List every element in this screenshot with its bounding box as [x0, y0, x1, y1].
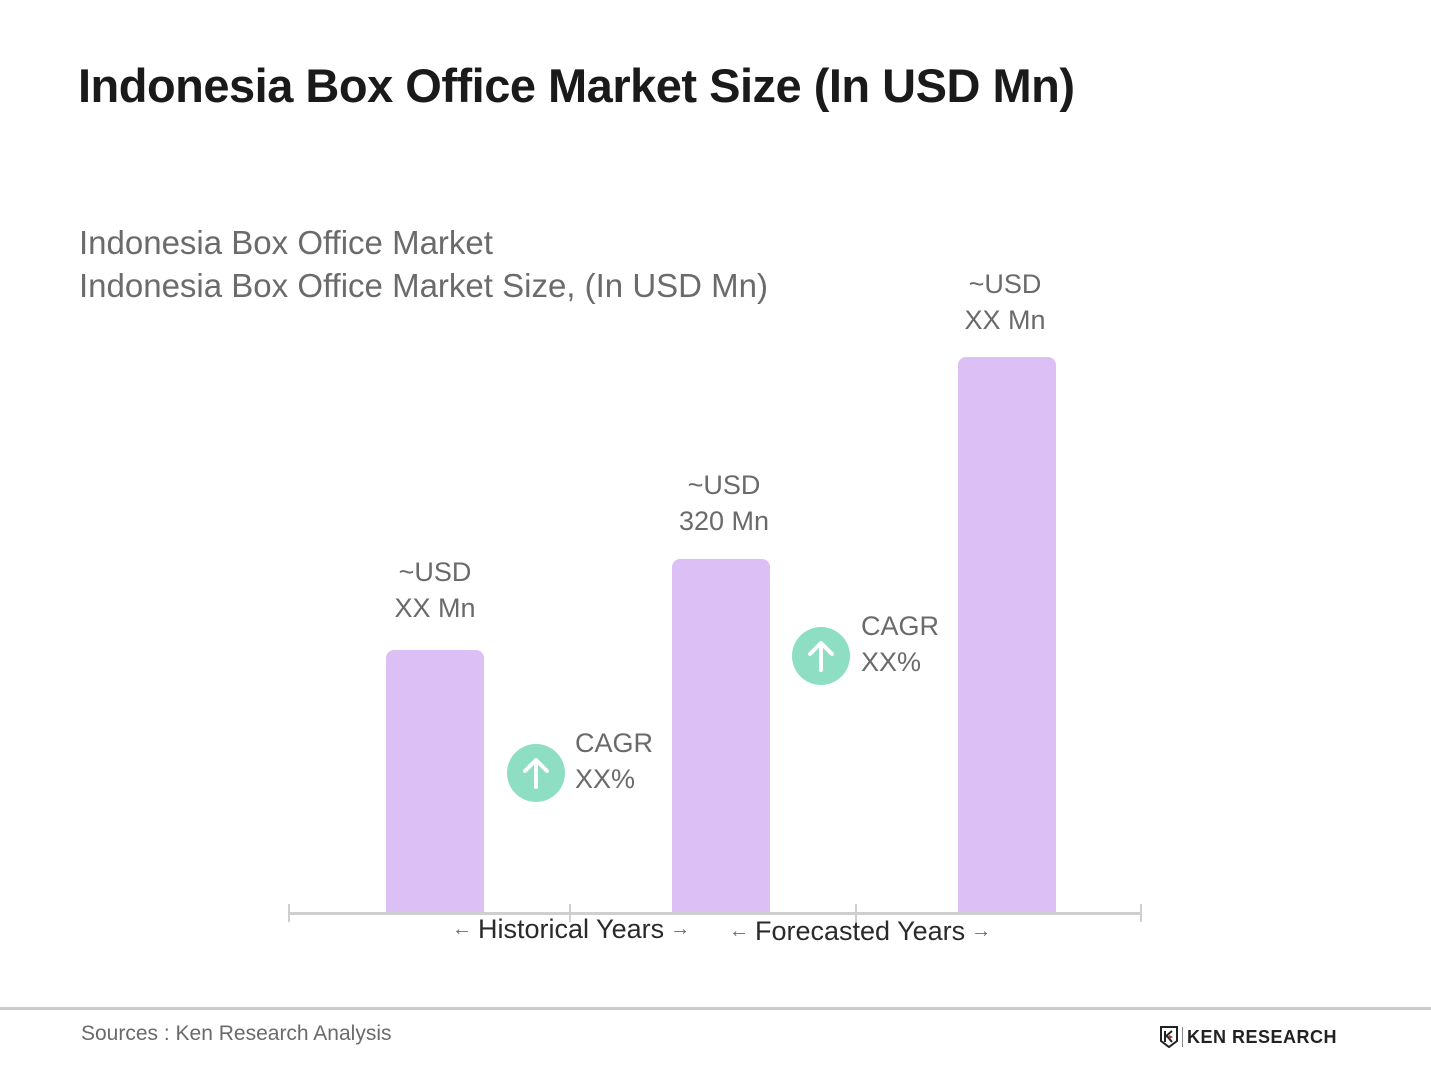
- cagr-title: CAGR: [861, 611, 940, 641]
- bar-value-amount: XX Mn: [964, 305, 1046, 335]
- chart-title: Indonesia Box Office Market Size (In USD…: [78, 59, 1075, 112]
- historical-years-text: Historical Years: [478, 914, 665, 944]
- ken-research-logo: KEN RESEARCH: [1160, 1026, 1337, 1048]
- bar-value-label: ~USD XX Mn: [355, 554, 515, 626]
- cagr-title: CAGR: [575, 728, 654, 758]
- chart-subtitle-line2: Indonesia Box Office Market Size, (In US…: [79, 267, 768, 304]
- forecasted-years-label: ← Forecasted Years →: [729, 916, 991, 947]
- arrow-up-icon: [808, 641, 834, 672]
- bar-value-prefix: ~USD: [687, 470, 761, 500]
- arrow-left-icon: ←: [452, 918, 472, 940]
- x-axis-line: [288, 912, 1142, 915]
- axis-tick: [288, 904, 290, 922]
- axis-tick: [855, 904, 857, 922]
- bar-forecast: [958, 357, 1056, 913]
- forecasted-years-text: Forecasted Years: [755, 916, 966, 946]
- arrow-up-icon: [523, 758, 549, 789]
- arrow-right-icon: →: [971, 920, 992, 942]
- axis-tick: [1140, 904, 1142, 922]
- axis-tick: [569, 904, 571, 922]
- bar-value-amount: 320 Mn: [678, 506, 770, 536]
- cagr-label: CAGR XX%: [861, 608, 939, 680]
- historical-years-label: ← Historical Years →: [452, 914, 690, 945]
- bar-value-amount: XX Mn: [394, 593, 476, 623]
- bar-value-label: ~USD 320 Mn: [644, 467, 804, 539]
- logo-text: KEN RESEARCH: [1187, 1026, 1338, 1047]
- bar-value-prefix: ~USD: [968, 269, 1042, 299]
- logo-separator: [1182, 1027, 1183, 1047]
- bar-value-label: ~USD XX Mn: [925, 266, 1085, 338]
- source-note: Sources : Ken Research Analysis: [81, 1022, 392, 1045]
- footer-divider: [0, 1007, 1431, 1010]
- cagr-up-circle: [792, 627, 850, 685]
- arrow-right-icon: →: [670, 918, 691, 940]
- bar-base-year: [672, 559, 770, 913]
- ken-research-shield-icon: [1160, 1026, 1178, 1048]
- cagr-value: XX%: [861, 647, 922, 677]
- chart-subtitle-line1: Indonesia Box Office Market: [79, 224, 493, 261]
- cagr-value: XX%: [575, 764, 636, 794]
- cagr-up-circle: [507, 744, 565, 802]
- bar-historical: [386, 650, 484, 913]
- bar-value-prefix: ~USD: [398, 557, 472, 587]
- arrow-left-icon: ←: [729, 920, 749, 942]
- cagr-label: CAGR XX%: [575, 725, 653, 797]
